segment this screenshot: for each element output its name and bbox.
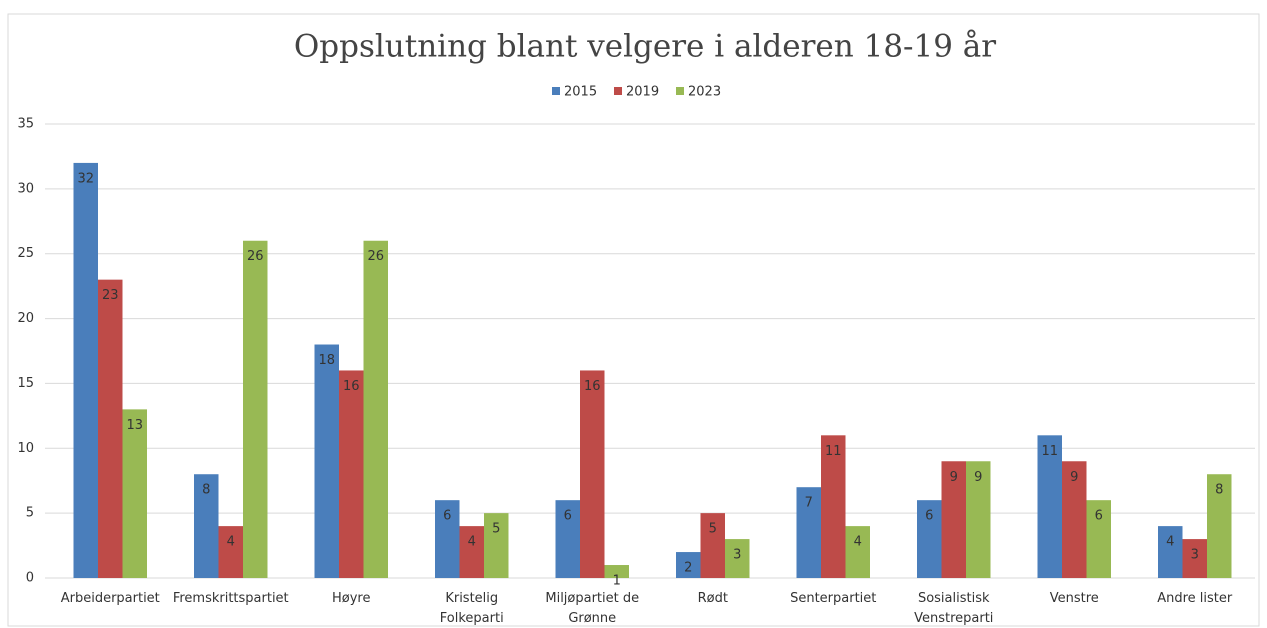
data-label: 13 xyxy=(126,418,143,433)
data-label: 2 xyxy=(684,561,692,576)
bar xyxy=(604,565,629,578)
y-tick-label: 15 xyxy=(17,376,34,391)
x-tick-label: Sosialistisk Venstreparti xyxy=(914,591,994,626)
bar xyxy=(435,500,460,578)
data-label: 26 xyxy=(247,249,264,264)
bar xyxy=(363,240,388,578)
data-label: 4 xyxy=(227,535,235,550)
data-label: 1 xyxy=(613,574,621,589)
data-label: 9 xyxy=(974,470,982,485)
data-label: 6 xyxy=(1095,509,1103,524)
data-label: 4 xyxy=(854,535,862,550)
data-label: 18 xyxy=(318,353,335,368)
data-label: 11 xyxy=(825,444,842,459)
y-tick-label: 5 xyxy=(26,506,34,521)
bar xyxy=(243,240,268,578)
bar xyxy=(1037,435,1062,578)
bar xyxy=(459,526,484,578)
bar xyxy=(484,513,509,578)
data-label: 32 xyxy=(77,171,94,186)
y-tick-label: 25 xyxy=(17,246,34,261)
data-label: 3 xyxy=(1191,548,1199,563)
bar xyxy=(1207,474,1232,578)
bar xyxy=(700,513,725,578)
legend-label: 2023 xyxy=(688,85,721,100)
y-tick-label: 35 xyxy=(17,117,34,132)
bar xyxy=(1182,539,1207,578)
data-label: 5 xyxy=(492,522,500,537)
bar xyxy=(676,552,701,578)
bar xyxy=(917,500,942,578)
bar xyxy=(1158,526,1183,578)
y-tick-label: 10 xyxy=(17,441,34,456)
y-tick-label: 0 xyxy=(26,571,34,586)
legend-swatch xyxy=(552,87,560,95)
bar xyxy=(845,526,870,578)
bar xyxy=(339,370,364,578)
legend-label: 2019 xyxy=(626,85,659,100)
data-label: 4 xyxy=(1166,535,1174,550)
data-label: 8 xyxy=(202,483,210,498)
bar xyxy=(1086,500,1111,578)
data-label: 16 xyxy=(343,379,360,394)
legend-label: 2015 xyxy=(564,85,597,100)
x-tick-label: Rødt xyxy=(697,591,728,606)
data-label: 26 xyxy=(367,249,384,264)
legend-swatch xyxy=(676,87,684,95)
data-label: 11 xyxy=(1041,444,1058,459)
data-label: 4 xyxy=(468,535,476,550)
y-tick-label: 20 xyxy=(17,311,34,326)
x-tick-label: Miljøpartiet de Grønne xyxy=(545,591,640,626)
bar xyxy=(218,526,243,578)
data-label: 6 xyxy=(925,509,933,524)
chart-title: Oppslutning blant velgere i alderen 18-1… xyxy=(294,29,996,65)
bar xyxy=(73,162,98,578)
bar xyxy=(941,461,966,578)
chart-frame xyxy=(7,13,1260,627)
data-label: 3 xyxy=(733,548,741,563)
bar xyxy=(555,500,580,578)
x-tick-label: Venstre xyxy=(1049,591,1099,606)
data-label: 16 xyxy=(584,379,601,394)
y-tick-label: 30 xyxy=(17,181,34,196)
bar xyxy=(966,461,991,578)
bar xyxy=(1062,461,1087,578)
bar xyxy=(314,344,339,578)
bar xyxy=(796,487,821,578)
bar xyxy=(98,279,123,578)
data-label: 23 xyxy=(102,288,119,303)
bar xyxy=(725,539,750,578)
x-tick-label: Høyre xyxy=(332,591,371,606)
data-label: 8 xyxy=(1215,483,1223,498)
x-tick-label: Kristelig Folkeparti xyxy=(439,591,504,626)
data-label: 6 xyxy=(443,509,451,524)
data-label: 5 xyxy=(709,522,717,537)
x-tick-label: Senterpartiet xyxy=(790,591,877,606)
data-label: 9 xyxy=(950,470,958,485)
x-tick-label: Andre lister xyxy=(1157,591,1233,606)
bar xyxy=(580,370,605,578)
data-label: 7 xyxy=(805,496,813,511)
x-tick-label: Arbeiderpartiet xyxy=(60,591,160,606)
bar xyxy=(194,474,219,578)
bar xyxy=(122,409,147,578)
data-label: 9 xyxy=(1070,470,1078,485)
data-label: 6 xyxy=(564,509,572,524)
x-tick-label: Fremskrittspartiet xyxy=(172,591,289,606)
legend-swatch xyxy=(614,87,622,95)
bar xyxy=(821,435,846,578)
